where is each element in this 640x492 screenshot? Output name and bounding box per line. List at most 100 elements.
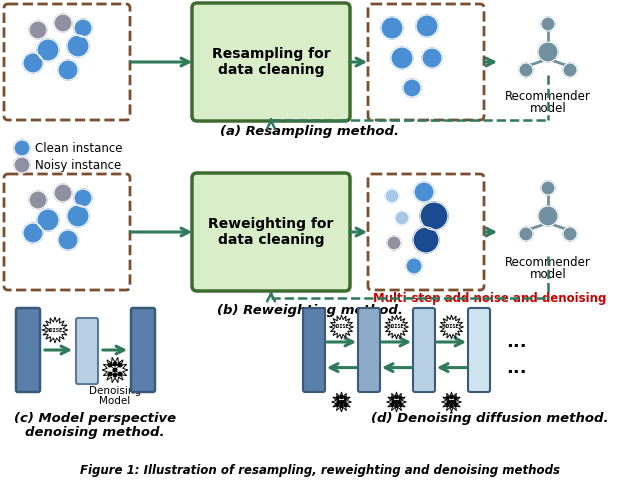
Polygon shape [42, 317, 68, 343]
Circle shape [453, 400, 456, 403]
Circle shape [538, 206, 558, 226]
Circle shape [541, 181, 555, 195]
FancyBboxPatch shape [76, 318, 98, 384]
Circle shape [563, 63, 577, 77]
Circle shape [399, 397, 402, 400]
Circle shape [58, 230, 78, 250]
Circle shape [446, 397, 449, 400]
Text: NOISE: NOISE [47, 328, 63, 333]
Circle shape [395, 404, 398, 407]
Circle shape [563, 227, 577, 241]
Circle shape [519, 227, 533, 241]
Text: NOISE: NOISE [333, 325, 349, 330]
Circle shape [392, 400, 395, 403]
Circle shape [420, 202, 448, 230]
Polygon shape [385, 315, 408, 339]
Text: data cleaning: data cleaning [218, 233, 324, 247]
Circle shape [23, 223, 43, 243]
Text: Noisy instance: Noisy instance [35, 158, 121, 172]
Circle shape [37, 39, 59, 61]
Circle shape [406, 258, 422, 274]
Text: Recommender: Recommender [505, 256, 591, 269]
FancyBboxPatch shape [131, 308, 155, 392]
Text: Resampling for: Resampling for [212, 47, 330, 61]
Circle shape [67, 205, 89, 227]
Circle shape [54, 14, 72, 32]
Text: NOISE: NOISE [388, 325, 404, 330]
Text: data cleaning: data cleaning [218, 63, 324, 77]
Circle shape [416, 15, 438, 37]
Circle shape [395, 396, 398, 399]
Circle shape [403, 79, 421, 97]
Circle shape [398, 400, 401, 403]
Circle shape [344, 397, 347, 400]
Circle shape [450, 400, 453, 403]
Circle shape [381, 17, 403, 39]
Circle shape [113, 373, 117, 377]
Circle shape [450, 404, 453, 407]
Circle shape [37, 209, 59, 231]
Circle shape [454, 403, 457, 406]
Circle shape [343, 400, 346, 403]
Circle shape [450, 396, 453, 399]
Circle shape [14, 157, 30, 173]
Polygon shape [440, 315, 463, 339]
Circle shape [414, 182, 434, 202]
Circle shape [340, 396, 343, 399]
Circle shape [108, 363, 112, 367]
Text: ...: ... [506, 359, 527, 376]
FancyBboxPatch shape [192, 3, 350, 121]
Circle shape [23, 53, 43, 73]
Circle shape [108, 372, 112, 376]
Text: model: model [530, 268, 566, 281]
Text: Recommender: Recommender [505, 90, 591, 103]
Circle shape [336, 397, 339, 400]
Text: NOISE: NOISE [444, 325, 460, 330]
Circle shape [74, 19, 92, 37]
Circle shape [541, 17, 555, 31]
Circle shape [113, 362, 117, 366]
Text: Denoising: Denoising [89, 386, 141, 396]
Text: (a) Resampling method.: (a) Resampling method. [221, 125, 399, 138]
Circle shape [387, 236, 401, 250]
Circle shape [58, 60, 78, 80]
Circle shape [74, 189, 92, 207]
Circle shape [340, 400, 343, 403]
Text: Multi-step add noise and denoising: Multi-step add noise and denoising [373, 292, 607, 305]
FancyBboxPatch shape [413, 308, 435, 392]
Circle shape [391, 403, 394, 406]
Text: Model: Model [99, 396, 131, 406]
Polygon shape [442, 392, 461, 412]
Polygon shape [102, 357, 128, 383]
FancyBboxPatch shape [358, 308, 380, 392]
Circle shape [391, 47, 413, 69]
Circle shape [422, 48, 442, 68]
Circle shape [113, 368, 117, 372]
Text: (b) Reweighting method.: (b) Reweighting method. [217, 304, 403, 317]
Text: Figure 1: Illustration of resampling, reweighting and denoising methods: Figure 1: Illustration of resampling, re… [80, 464, 560, 477]
Circle shape [344, 403, 347, 406]
Text: (d) Denoising diffusion method.: (d) Denoising diffusion method. [371, 412, 609, 425]
Circle shape [446, 403, 449, 406]
Circle shape [336, 403, 339, 406]
Polygon shape [387, 392, 406, 412]
Text: Clean instance: Clean instance [35, 142, 122, 154]
Circle shape [118, 363, 122, 367]
Circle shape [29, 21, 47, 39]
Text: (c) Model perspective: (c) Model perspective [14, 412, 176, 425]
Circle shape [54, 184, 72, 202]
Circle shape [395, 211, 409, 225]
FancyBboxPatch shape [16, 308, 40, 392]
Circle shape [14, 140, 30, 156]
Circle shape [118, 372, 122, 376]
Circle shape [519, 63, 533, 77]
FancyBboxPatch shape [468, 308, 490, 392]
Circle shape [340, 404, 343, 407]
Circle shape [447, 400, 450, 403]
Circle shape [29, 191, 47, 209]
Polygon shape [330, 315, 353, 339]
Circle shape [391, 397, 394, 400]
Text: ...: ... [506, 333, 527, 351]
Circle shape [337, 400, 340, 403]
Polygon shape [332, 392, 351, 412]
